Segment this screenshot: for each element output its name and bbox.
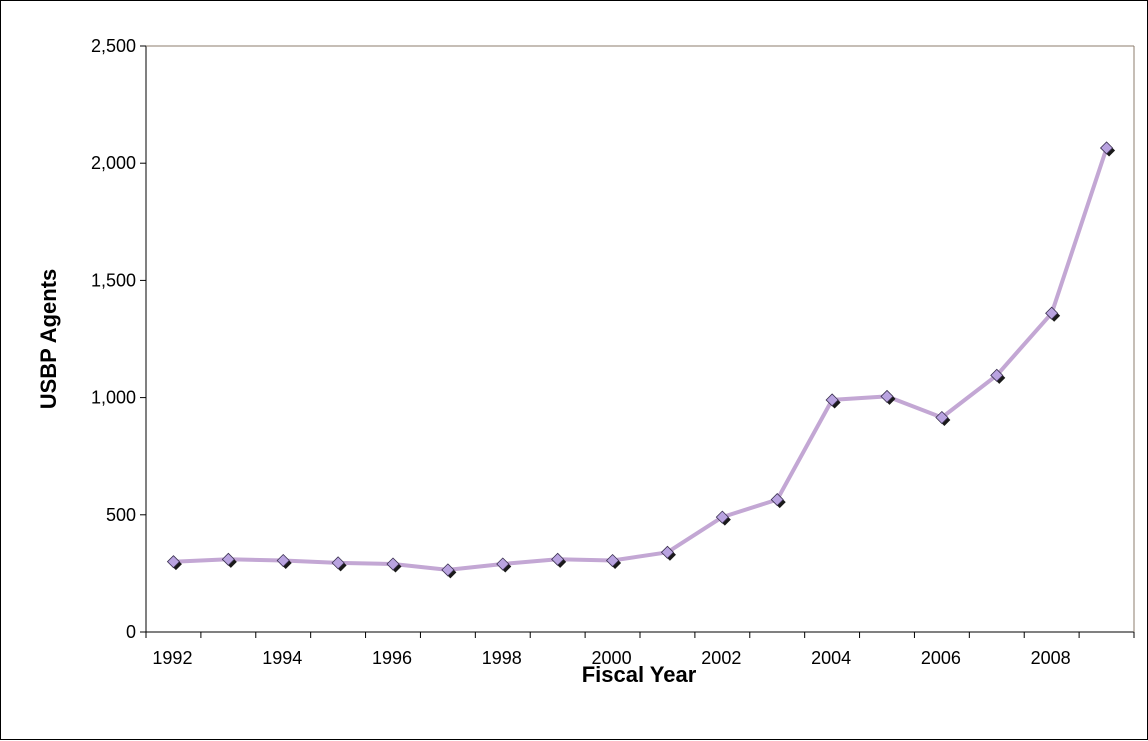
data-point-marker bbox=[496, 557, 510, 571]
data-point-marker bbox=[1045, 306, 1059, 320]
data-point-marker bbox=[166, 555, 181, 569]
y-tick-label: 500 bbox=[106, 505, 136, 525]
data-point bbox=[441, 563, 457, 579]
data-point bbox=[221, 552, 237, 568]
x-tick-label: 1994 bbox=[262, 648, 302, 668]
data-point-marker bbox=[825, 393, 839, 407]
series-group bbox=[166, 141, 1116, 579]
x-axis-ticks: 1992 1994 1996 1998 2000 2002 2004 2006 2008 bbox=[145, 632, 1135, 668]
data-point bbox=[166, 555, 182, 571]
series-line bbox=[173, 147, 1109, 572]
data-point bbox=[1099, 141, 1116, 157]
data-point bbox=[935, 410, 951, 427]
data-point-marker bbox=[605, 553, 620, 568]
data-point bbox=[386, 557, 402, 573]
y-tick-label: 0 bbox=[126, 622, 136, 642]
data-point bbox=[551, 552, 567, 568]
data-point bbox=[331, 556, 347, 572]
x-axis-title: Fiscal Year bbox=[582, 662, 697, 687]
data-point bbox=[770, 492, 786, 509]
y-axis-title: USBP Agents bbox=[36, 269, 61, 410]
data-point bbox=[825, 393, 841, 409]
data-point-marker bbox=[990, 368, 1004, 382]
y-tick-label: 2,000 bbox=[91, 153, 136, 173]
y-tick-label: 2,500 bbox=[91, 36, 136, 56]
data-point-marker bbox=[770, 492, 784, 507]
data-point-marker bbox=[331, 556, 345, 570]
data-point-marker bbox=[1099, 141, 1114, 155]
x-tick-label: 2000 bbox=[592, 648, 632, 668]
y-axis-ticks: 0 500 1,000 1,500 2,000 2,500 bbox=[91, 36, 146, 642]
data-point-marker bbox=[660, 545, 675, 559]
data-point bbox=[276, 553, 292, 570]
x-tick-label: 1998 bbox=[482, 648, 522, 668]
data-point bbox=[605, 553, 622, 570]
data-point-marker bbox=[551, 552, 565, 566]
data-point bbox=[1045, 306, 1061, 322]
x-tick-label: 2002 bbox=[701, 648, 741, 668]
data-point-marker bbox=[715, 510, 729, 524]
data-point bbox=[715, 510, 731, 526]
y-tick-label: 1,500 bbox=[91, 270, 136, 290]
data-point bbox=[880, 389, 896, 405]
data-point bbox=[990, 368, 1006, 384]
y-tick-label: 1,000 bbox=[91, 388, 136, 408]
data-point-marker bbox=[441, 563, 455, 577]
x-tick-label: 2006 bbox=[921, 648, 961, 668]
x-tick-label: 2004 bbox=[811, 648, 851, 668]
data-point-marker bbox=[880, 389, 894, 403]
data-point-marker bbox=[386, 557, 400, 571]
x-tick-label: 1992 bbox=[152, 648, 192, 668]
data-point bbox=[660, 545, 676, 561]
data-point-marker bbox=[935, 410, 949, 425]
data-point-marker bbox=[221, 552, 235, 566]
x-tick-label: 2008 bbox=[1031, 648, 1071, 668]
x-tick-label: 1996 bbox=[372, 648, 412, 668]
data-point-marker bbox=[276, 553, 290, 568]
data-point bbox=[496, 557, 512, 573]
